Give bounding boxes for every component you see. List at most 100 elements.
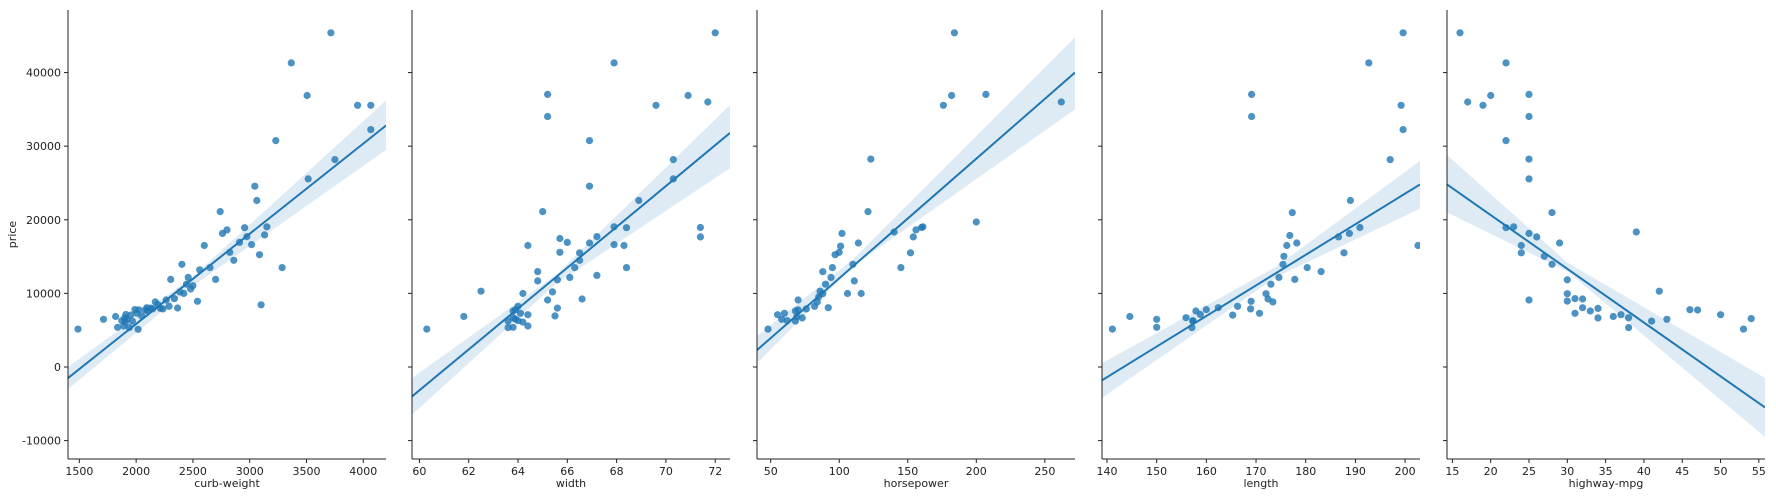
scatter-point — [134, 325, 142, 333]
scatter-point — [835, 248, 843, 256]
scatter-point — [253, 196, 261, 205]
scatter-point — [216, 208, 224, 216]
scatter-point — [125, 324, 133, 332]
scatter-point — [897, 264, 905, 272]
scatter-point — [1345, 229, 1353, 237]
scatter-point — [566, 273, 574, 281]
scatter-point — [578, 295, 586, 303]
plot-area — [757, 29, 1075, 364]
scatter-point — [544, 296, 552, 304]
scatter-point — [909, 233, 917, 241]
scatter-point — [593, 233, 601, 241]
scatter-point — [99, 315, 108, 323]
scatter-point — [778, 315, 786, 323]
scatter-point — [576, 249, 584, 257]
regression-line — [1102, 183, 1420, 382]
facet-width: 60 62 64 66 68 70 72 width — [408, 10, 730, 490]
scatter-point — [1487, 91, 1495, 100]
confidence-band — [757, 37, 1075, 364]
scatter-point — [798, 314, 806, 322]
scatter-point — [1234, 302, 1242, 310]
scatter-point — [544, 112, 552, 121]
scatter-point — [1663, 315, 1671, 323]
scatter-point — [278, 264, 286, 272]
scatter-point — [189, 282, 197, 290]
scatter-point — [1456, 29, 1464, 37]
scatter-point — [367, 101, 375, 109]
x-tick-label: 50 — [764, 465, 778, 478]
scatter-point — [1609, 312, 1617, 321]
x-tick-label: 40 — [1637, 465, 1651, 478]
scatter-point — [1247, 297, 1255, 305]
regression-line — [68, 124, 386, 379]
x-tick-label: 250 — [1034, 465, 1055, 478]
scatter-point — [1525, 155, 1533, 163]
scatter-point — [696, 233, 705, 241]
scatter-point — [1563, 297, 1571, 305]
scatter-point — [950, 29, 959, 37]
scatter-point — [1586, 307, 1594, 315]
scatter-point — [1317, 268, 1325, 276]
scatter-point — [563, 238, 571, 246]
x-tick-label: 140 — [1096, 465, 1117, 478]
scatter-point — [585, 239, 594, 247]
scatter-point — [857, 289, 865, 298]
scatter-point — [764, 325, 772, 333]
scatter-point — [1625, 314, 1633, 322]
regression-line — [1447, 183, 1765, 409]
y-tick-label: 20000 — [26, 214, 61, 227]
scatter-point — [1248, 90, 1256, 98]
x-tick-label: 70 — [659, 465, 673, 478]
scatter-point — [1202, 306, 1210, 314]
scatter-point — [135, 306, 143, 314]
x-tick-label: 1500 — [65, 465, 93, 478]
scatter-point — [200, 241, 208, 250]
x-tick-label: 62 — [462, 465, 476, 478]
scatter-point — [906, 249, 915, 257]
scatter-point — [1279, 260, 1287, 268]
scatter-point — [1340, 249, 1348, 257]
y-tick-label: -10000 — [22, 435, 61, 448]
scatter-point — [843, 289, 852, 298]
scatter-point — [1479, 101, 1487, 109]
scatter-point — [423, 325, 431, 333]
x-axis-label: length — [1243, 477, 1278, 490]
scatter-point — [304, 175, 312, 183]
scatter-point — [1280, 252, 1288, 260]
x-tick-label: 200 — [966, 465, 987, 478]
scatter-point — [223, 226, 231, 234]
x-tick-label: 150 — [1146, 465, 1167, 478]
scatter-point — [1502, 59, 1510, 67]
scatter-point — [1571, 309, 1579, 317]
scatter-point — [827, 273, 835, 281]
scatter-point — [261, 231, 269, 239]
scatter-point — [1579, 295, 1587, 303]
scatter-point — [509, 323, 517, 331]
scatter-point — [257, 301, 265, 309]
scatter-point — [1533, 233, 1541, 241]
x-tick-label: 35 — [1599, 465, 1613, 478]
scatter-point — [635, 196, 643, 205]
facet-curb-weight: 1500 2000 2500 3000 3500 4000 -10000 0 10000 2000… — [6, 10, 386, 490]
scatter-point — [867, 155, 875, 163]
scatter-point — [912, 226, 920, 234]
scatter-point — [696, 223, 705, 232]
scatter-point — [972, 218, 980, 226]
x-tick-label: 55 — [1752, 465, 1766, 478]
scatter-point — [837, 242, 845, 250]
scatter-point — [1694, 306, 1702, 314]
scatter-point — [539, 208, 547, 216]
x-tick-label: 30 — [1560, 465, 1574, 478]
scatter-point — [1594, 314, 1602, 322]
x-tick-label: 170 — [1246, 465, 1267, 478]
scatter-point — [534, 277, 542, 285]
regression-line — [757, 71, 1075, 351]
scatter-point — [112, 312, 120, 321]
scatter-point — [1747, 315, 1755, 323]
scatter-point — [174, 304, 182, 312]
scatter-point — [548, 288, 557, 296]
scatter-point — [824, 304, 832, 312]
scatter-point — [1399, 126, 1407, 134]
y-tick-label: 0 — [54, 361, 61, 374]
x-tick-label: 150 — [897, 465, 918, 478]
